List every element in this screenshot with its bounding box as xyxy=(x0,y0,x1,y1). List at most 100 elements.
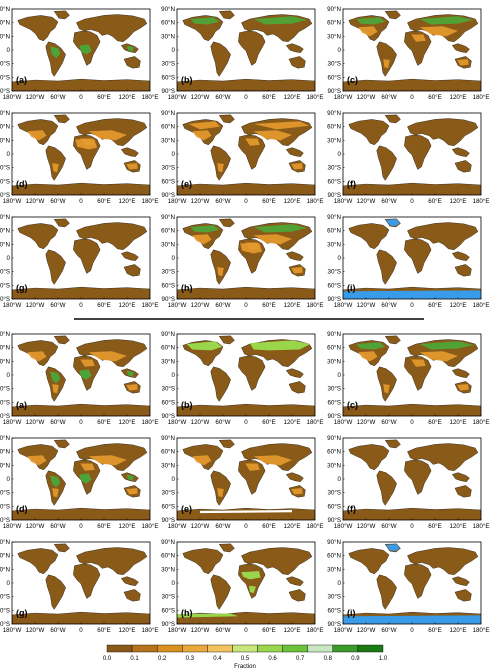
land-mass xyxy=(384,335,401,345)
land-mass xyxy=(376,41,397,77)
lon-tick-label: 180°E xyxy=(142,302,159,309)
land-mass xyxy=(451,472,470,482)
lat-tick-label: 30°N xyxy=(0,241,10,248)
colorbar-tick-label: 0.3 xyxy=(186,656,195,662)
fraction-region xyxy=(457,59,469,66)
lon-tick-label: 120°W xyxy=(357,523,376,530)
land-mass xyxy=(285,576,304,586)
fraction-region xyxy=(27,130,47,141)
fraction-region xyxy=(253,130,292,141)
lat-tick-label: 0 xyxy=(172,476,176,483)
lat-tick-label: 30°S xyxy=(328,490,341,497)
lon-tick-label: 120°W xyxy=(26,523,45,530)
land-mass xyxy=(238,30,266,66)
fraction-region xyxy=(88,351,128,362)
lat-tick-label: 90°N xyxy=(161,6,175,13)
lat-tick-label: 60°S xyxy=(0,282,10,289)
lon-tick-label: 120°W xyxy=(357,302,376,309)
lat-tick-label: 60°N xyxy=(327,228,341,235)
lon-tick-label: 180°E xyxy=(307,302,324,309)
lat-tick-label: 90°S xyxy=(0,621,10,628)
lon-tick-label: 180°W xyxy=(334,302,353,309)
fraction-region xyxy=(240,243,263,254)
land-mass xyxy=(407,443,479,471)
lon-tick-label: 180°W xyxy=(168,198,187,205)
land-mass xyxy=(45,366,66,402)
fraction-region xyxy=(457,384,469,391)
land-mass xyxy=(177,286,315,299)
lon-tick-label: 0 xyxy=(410,419,414,426)
lon-tick-label: 60°W xyxy=(215,523,230,530)
lat-tick-label: 60°N xyxy=(327,553,341,560)
lon-tick-label: 180°E xyxy=(473,419,490,426)
map-content xyxy=(343,114,481,195)
land-mass xyxy=(343,182,481,195)
map-content xyxy=(12,335,150,416)
lat-tick-label: 30°S xyxy=(162,386,175,393)
lon-tick-label: 0 xyxy=(244,94,248,101)
fraction-region xyxy=(188,121,220,130)
lat-tick-label: 90°N xyxy=(161,214,175,221)
lat-tick-label: 90°S xyxy=(0,296,10,303)
panel-letter: (i) xyxy=(347,608,356,618)
land-mass xyxy=(218,543,235,553)
lat-tick-label: 90°S xyxy=(328,413,341,420)
lon-tick-label: 120°W xyxy=(191,94,210,101)
fraction-region xyxy=(126,488,138,495)
fraction-region xyxy=(253,121,310,130)
fraction-region xyxy=(190,17,220,25)
map-content xyxy=(177,335,315,416)
land-mass xyxy=(343,78,481,91)
lon-tick-label: 60°E xyxy=(97,627,110,634)
lon-tick-label: 120°E xyxy=(284,523,301,530)
lon-tick-label: 120°E xyxy=(119,419,136,426)
lat-tick-label: 90°N xyxy=(0,214,10,221)
land-mass xyxy=(348,444,390,471)
lon-tick-label: 0 xyxy=(79,419,83,426)
lon-tick-label: 60°W xyxy=(381,302,396,309)
lon-tick-label: 60°E xyxy=(428,198,441,205)
lon-tick-label: 60°E xyxy=(262,419,275,426)
lon-tick-label: 120°W xyxy=(357,627,376,634)
lat-tick-label: 0 xyxy=(7,476,11,483)
lat-tick-label: 90°S xyxy=(328,296,341,303)
colorbar-tick-label: 0.8 xyxy=(324,656,333,662)
lat-tick-label: 30°N xyxy=(161,241,175,248)
lon-tick-label: 180°E xyxy=(307,523,324,530)
fraction-region xyxy=(79,44,92,55)
lon-tick-label: 180°W xyxy=(334,198,353,205)
lon-tick-label: 120°E xyxy=(119,198,136,205)
land-mass xyxy=(45,574,66,610)
lat-tick-label: 60°N xyxy=(161,124,175,131)
fraction-region xyxy=(88,130,128,141)
lat-tick-label: 0 xyxy=(172,47,176,54)
lon-tick-label: 120°W xyxy=(357,198,376,205)
lat-tick-label: 0 xyxy=(7,580,11,587)
land-mass xyxy=(288,589,306,602)
lon-tick-label: 120°E xyxy=(450,523,467,530)
fraction-region xyxy=(253,234,292,245)
lat-tick-label: 30°N xyxy=(327,358,341,365)
fraction-region xyxy=(186,341,223,351)
fraction-region xyxy=(200,509,292,514)
lat-tick-label: 30°S xyxy=(0,269,10,276)
panel-letter: (h) xyxy=(181,283,193,293)
fraction-region xyxy=(253,16,308,25)
land-mass xyxy=(285,147,304,157)
panel-letter: (h) xyxy=(181,608,193,618)
land-mass xyxy=(454,264,472,277)
fraction-region xyxy=(291,267,303,274)
lat-tick-label: 0 xyxy=(172,372,176,379)
lon-tick-label: 120°W xyxy=(26,198,45,205)
lon-tick-label: 180°W xyxy=(334,523,353,530)
fraction-region xyxy=(419,16,474,25)
map-layer xyxy=(343,114,481,195)
lon-tick-label: 0 xyxy=(244,523,248,530)
colorbar-swatch xyxy=(207,644,233,653)
colorbar-tick-label: 0.9 xyxy=(351,656,360,662)
